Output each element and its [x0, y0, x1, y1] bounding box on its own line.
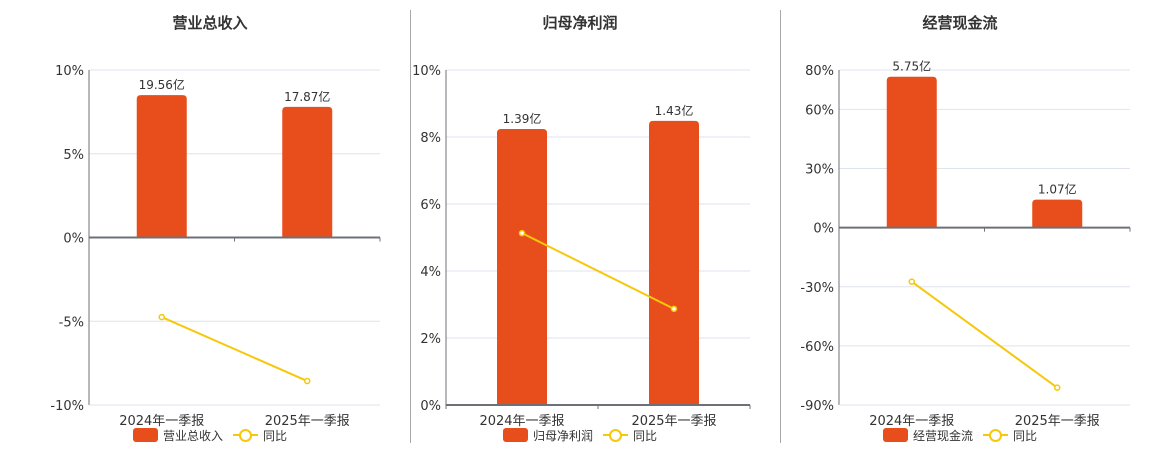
x-tick-label: 2024年一季报 [119, 414, 204, 429]
y-tick-label: 2% [420, 332, 441, 347]
legend-line-label[interactable]: 同比 [263, 428, 288, 443]
bar[interactable] [282, 106, 333, 238]
legend-line-swatch-icon[interactable] [603, 428, 629, 442]
x-tick-label: 2025年一季报 [1015, 414, 1100, 429]
chart-panel-revenue: 营业总收入 10% 5% 0% -5% -10% 19.56亿 17.87亿 2024年一季报… [0, 0, 410, 450]
chart-title: 归母净利润 [542, 14, 618, 32]
yoy-point[interactable] [158, 313, 165, 321]
yoy-point[interactable] [1054, 384, 1061, 391]
yoy-point[interactable] [908, 278, 915, 285]
legend-bar-swatch-icon[interactable] [133, 428, 158, 442]
bar-value-label: 1.43亿 [655, 103, 694, 118]
y-tick-label: 8% [420, 131, 441, 146]
x-tick-label: 2025年一季报 [265, 414, 350, 429]
bar-value-label: 1.07亿 [1038, 182, 1077, 197]
legend-line-label[interactable]: 同比 [1013, 428, 1038, 443]
y-tick-label: 60% [805, 103, 834, 118]
y-tick-label: 0% [813, 222, 834, 237]
yoy-line[interactable] [521, 232, 675, 310]
y-tick-label: 0% [420, 399, 441, 414]
y-tick-label: 6% [420, 198, 441, 213]
bar[interactable] [649, 120, 699, 406]
y-tick-label: -60% [800, 340, 834, 355]
bar-value-label: 1.39亿 [503, 111, 542, 126]
bar-value-label: 19.56亿 [139, 77, 185, 92]
bar[interactable] [497, 128, 547, 405]
y-tick-label: 10% [55, 64, 84, 79]
y-tick-label: -5% [59, 315, 84, 330]
legend-bar-label[interactable]: 经营现金流 [913, 428, 974, 443]
y-tick-label: 10% [412, 64, 441, 79]
x-tick-label: 2024年一季报 [479, 414, 564, 429]
chart-title: 经营现金流 [922, 14, 998, 32]
legend-bar-label[interactable]: 营业总收入 [163, 428, 224, 443]
yoy-point[interactable] [518, 229, 526, 237]
y-tick-label: 30% [805, 163, 834, 178]
bar[interactable] [136, 95, 187, 238]
legend-bar-swatch-icon[interactable] [503, 428, 528, 442]
bar[interactable] [886, 76, 937, 228]
chart-title: 营业总收入 [172, 14, 248, 32]
bar-value-label: 5.75亿 [892, 59, 931, 74]
bar-value-label: 17.87亿 [284, 89, 330, 104]
y-tick-label: -30% [800, 281, 834, 296]
y-tick-label: -90% [800, 399, 834, 414]
legend-bar-label[interactable]: 归母净利润 [533, 428, 594, 443]
x-tick-label: 2025年一季报 [631, 414, 716, 429]
chart-panel-net-profit: 归母净利润 10% 8% 6% 4% 2% 0% 1.39亿 1.43亿 2024年一季报 202… [412, 14, 751, 443]
yoy-point[interactable] [670, 305, 678, 313]
chart-plot: 10% 5% 0% -5% -10% 19.56亿 17.87亿 2024年一季报 2025年一… [50, 64, 381, 429]
panel-divider [410, 10, 411, 443]
chart-legend: 营业总收入 同比 [133, 427, 287, 443]
chart-legend: 归母净利润 同比 [503, 427, 657, 443]
chart-legend: 经营现金流 同比 [883, 427, 1037, 443]
bar[interactable] [1032, 199, 1083, 228]
y-tick-label: 0% [63, 232, 84, 247]
y-tick-label: 4% [420, 265, 441, 280]
y-tick-label: 5% [63, 148, 84, 163]
yoy-point[interactable] [304, 377, 311, 385]
panel-divider [780, 10, 781, 443]
legend-line-label[interactable]: 同比 [633, 428, 658, 443]
y-tick-label: -10% [50, 399, 84, 414]
legend-line-swatch-icon[interactable] [233, 428, 259, 442]
y-tick-label: 80% [805, 64, 834, 79]
legend-line-swatch-icon[interactable] [983, 428, 1009, 442]
x-tick-label: 2024年一季报 [869, 414, 954, 429]
chart-plot: 10% 8% 6% 4% 2% 0% 1.39亿 1.43亿 2024年一季报 2025年一季报 [412, 64, 751, 429]
legend-bar-swatch-icon[interactable] [883, 428, 908, 442]
yoy-line[interactable] [161, 316, 308, 382]
yoy-line[interactable] [911, 280, 1058, 389]
